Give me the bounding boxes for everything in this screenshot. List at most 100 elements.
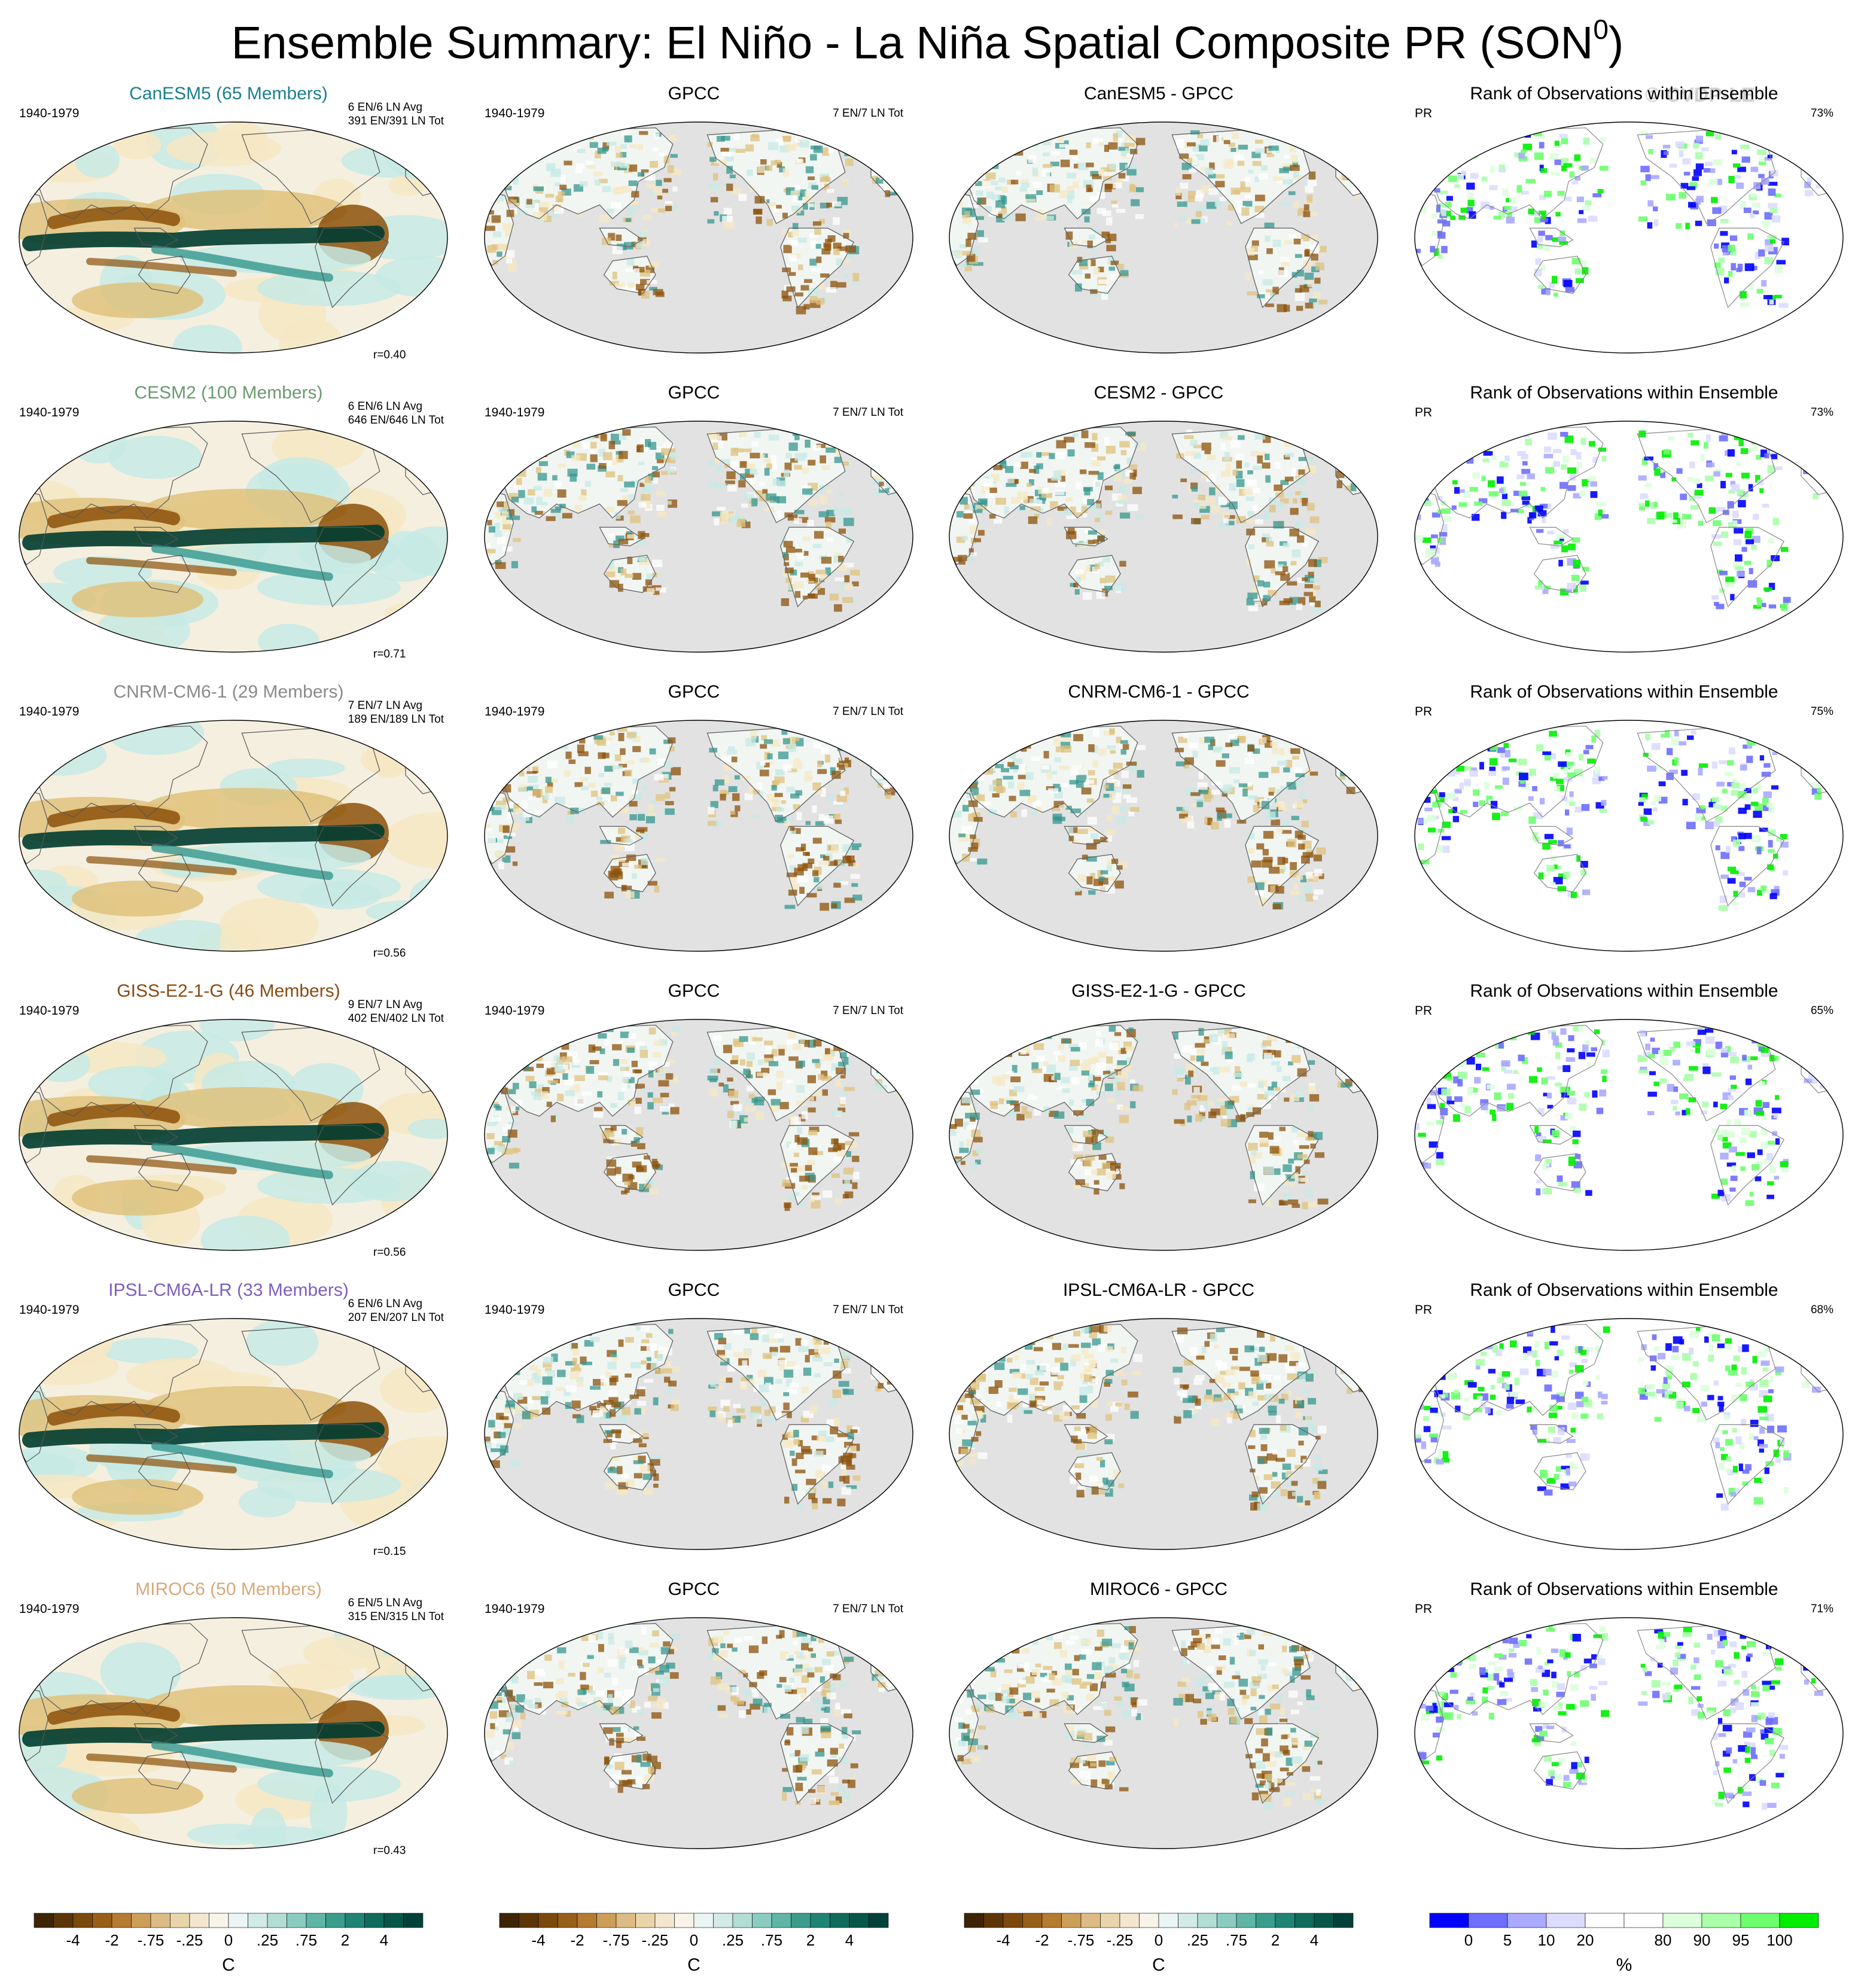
panel-title: MIROC6 - GPCC xyxy=(1089,1579,1227,1599)
continent-outline-indo xyxy=(1064,826,1108,846)
colorbar-swatch xyxy=(1217,1913,1237,1928)
rank-percent: 75% xyxy=(1810,705,1833,718)
variable-label: PR xyxy=(1415,1602,1433,1616)
map-10 xyxy=(949,720,1378,952)
map-16 xyxy=(19,1318,448,1550)
continent-outline-africa xyxy=(19,489,49,565)
obs-panel: GPCC 1940-1979 7 EN/7 LN Tot xyxy=(473,975,915,1274)
difference-panel: CanESM5 - GPCC xyxy=(937,78,1380,377)
continent-outline-aus xyxy=(603,854,656,893)
figure-title: Ensemble Summary: El Niño - La Niña Spat… xyxy=(231,14,1624,69)
obs-panel: GPCC 1940-1979 7 EN/7 LN Tot xyxy=(473,78,915,377)
rank-panel: Rank of Observations within Ensemble PR 73… xyxy=(1403,377,1845,676)
panel-title: Rank of Observations within Ensemble xyxy=(1470,1280,1778,1300)
model-composite-panel: MIROC6 (50 Members) 1940-1979 6 EN/5 LN Av… xyxy=(7,1573,450,1873)
map-0 xyxy=(19,121,448,354)
difference-panel: CNRM-CM6-1 - GPCC xyxy=(937,676,1380,975)
continent-outline-asia xyxy=(965,127,1138,220)
event-counts: 7 EN/7 LN Avg 189 EN/189 LN Tot xyxy=(348,699,444,726)
rank-panel: Rank of Observations within Ensemble PR 65… xyxy=(1403,975,1845,1274)
colorbar-swatch xyxy=(635,1913,656,1928)
map-11 xyxy=(1414,720,1844,952)
colorbar-swatch xyxy=(810,1913,830,1928)
map-19 xyxy=(1414,1318,1844,1550)
continent-outline-africa xyxy=(1415,489,1445,565)
colorbar-swatch xyxy=(1100,1913,1120,1928)
map-3 xyxy=(1414,121,1844,354)
continent-outline-asia xyxy=(35,1324,208,1416)
continent-outline-asia xyxy=(35,1623,208,1715)
continent-outline-samer xyxy=(315,1424,389,1505)
colorbar-tick-label: 4 xyxy=(1310,1931,1318,1949)
period-label: 1940-1979 xyxy=(19,406,80,419)
continent-outline-africa xyxy=(949,489,979,565)
continent-outline-asia xyxy=(1430,1324,1604,1416)
panel-title: CESM2 (100 Members) xyxy=(134,383,323,403)
rank-panel: Rank of Observations within Ensemble PR 68… xyxy=(1403,1274,1845,1573)
continent-outline-aus xyxy=(603,1751,656,1790)
colorbar-tick-label: .25 xyxy=(257,1931,278,1949)
period-label: 1940-1979 xyxy=(19,106,80,120)
continent-outline-aus xyxy=(1533,255,1586,294)
continent-outline-africa xyxy=(1415,190,1445,266)
period-label: 1940-1979 xyxy=(485,705,545,719)
continent-outline-asia xyxy=(1430,1025,1604,1117)
colorbar-swatch xyxy=(1585,1913,1625,1928)
continent-outline-samer xyxy=(315,1723,389,1804)
colorbar-tick-label: 5 xyxy=(1503,1931,1512,1949)
colorbar-tick-label: 90 xyxy=(1693,1931,1711,1949)
period-label: 1940-1979 xyxy=(485,106,545,120)
continent-outline-indo xyxy=(1529,1723,1574,1743)
continent-outline-samer xyxy=(1710,526,1785,608)
colorbar-tick-label: 2 xyxy=(341,1931,349,1949)
colorbar-swatch xyxy=(771,1913,791,1928)
colorbar-tick-label: 0 xyxy=(224,1931,233,1949)
period-label: 1940-1979 xyxy=(19,1004,80,1018)
continent-outline-indo xyxy=(133,826,178,846)
continent-outline-samer xyxy=(780,1723,855,1804)
rank-percent: 65% xyxy=(1810,1004,1833,1017)
panel-title: Rank of Observations within Ensemble xyxy=(1470,84,1778,103)
colorbar-swatch xyxy=(1236,1913,1256,1928)
panel-title: CanESM5 - GPCC xyxy=(1083,84,1234,103)
watermark: © CVDP-LE xyxy=(1645,84,1755,106)
rank-percent: 73% xyxy=(1810,406,1833,419)
colorbar-swatch xyxy=(248,1913,268,1928)
continent-outline-africa xyxy=(19,788,49,864)
continent-outline-samer xyxy=(1245,227,1320,309)
continent-outline-indo xyxy=(1064,227,1108,248)
colorbar-tick-label: 0 xyxy=(1464,1931,1473,1949)
continent-outline-aus xyxy=(1068,1751,1121,1790)
panel-title: CanESM5 (65 Members) xyxy=(129,84,328,103)
colorbar-swatch xyxy=(1546,1913,1586,1928)
map-18 xyxy=(949,1318,1378,1550)
continent-outline-samer xyxy=(780,1424,855,1505)
colorbar-swatch xyxy=(1623,1913,1664,1928)
continent-outline-africa xyxy=(1415,1387,1445,1463)
continent-outline-indo xyxy=(133,1125,178,1145)
continent-outline-indo xyxy=(599,826,644,846)
continent-outline-aus xyxy=(1068,854,1121,893)
colorbar-swatch xyxy=(150,1913,170,1928)
event-counts: 6 EN/5 LN Avg 315 EN/315 LN Tot xyxy=(348,1597,444,1623)
continent-outline-aus xyxy=(1068,1452,1121,1491)
colorbar-swatch xyxy=(1256,1913,1276,1928)
obs-panel: GPCC 1940-1979 7 EN/7 LN Tot xyxy=(473,1573,915,1873)
colorbar-swatch xyxy=(1779,1913,1819,1928)
continent-outline-asia xyxy=(35,127,208,220)
continent-outline-samer xyxy=(780,526,855,608)
panel-title: Rank of Observations within Ensemble xyxy=(1470,1579,1778,1599)
pattern-correlation: r=0.56 xyxy=(373,1246,406,1259)
map-12 xyxy=(19,1019,448,1251)
continent-outline-aus xyxy=(1068,1153,1121,1192)
continent-outline-africa xyxy=(1415,1088,1445,1164)
colorbar-tick-label: -2 xyxy=(570,1931,584,1949)
colorbar-tick-label: 2 xyxy=(1271,1931,1280,1949)
continent-outline-asia xyxy=(500,1025,674,1117)
colorbar-swatch xyxy=(1041,1913,1062,1928)
colorbar-tick-label: 100 xyxy=(1766,1931,1792,1949)
panel-title: MIROC6 (50 Members) xyxy=(135,1579,322,1599)
continent-outline-africa xyxy=(485,1387,514,1463)
colorbar-swatch xyxy=(92,1913,112,1928)
continent-outline-indo xyxy=(1064,1125,1108,1145)
